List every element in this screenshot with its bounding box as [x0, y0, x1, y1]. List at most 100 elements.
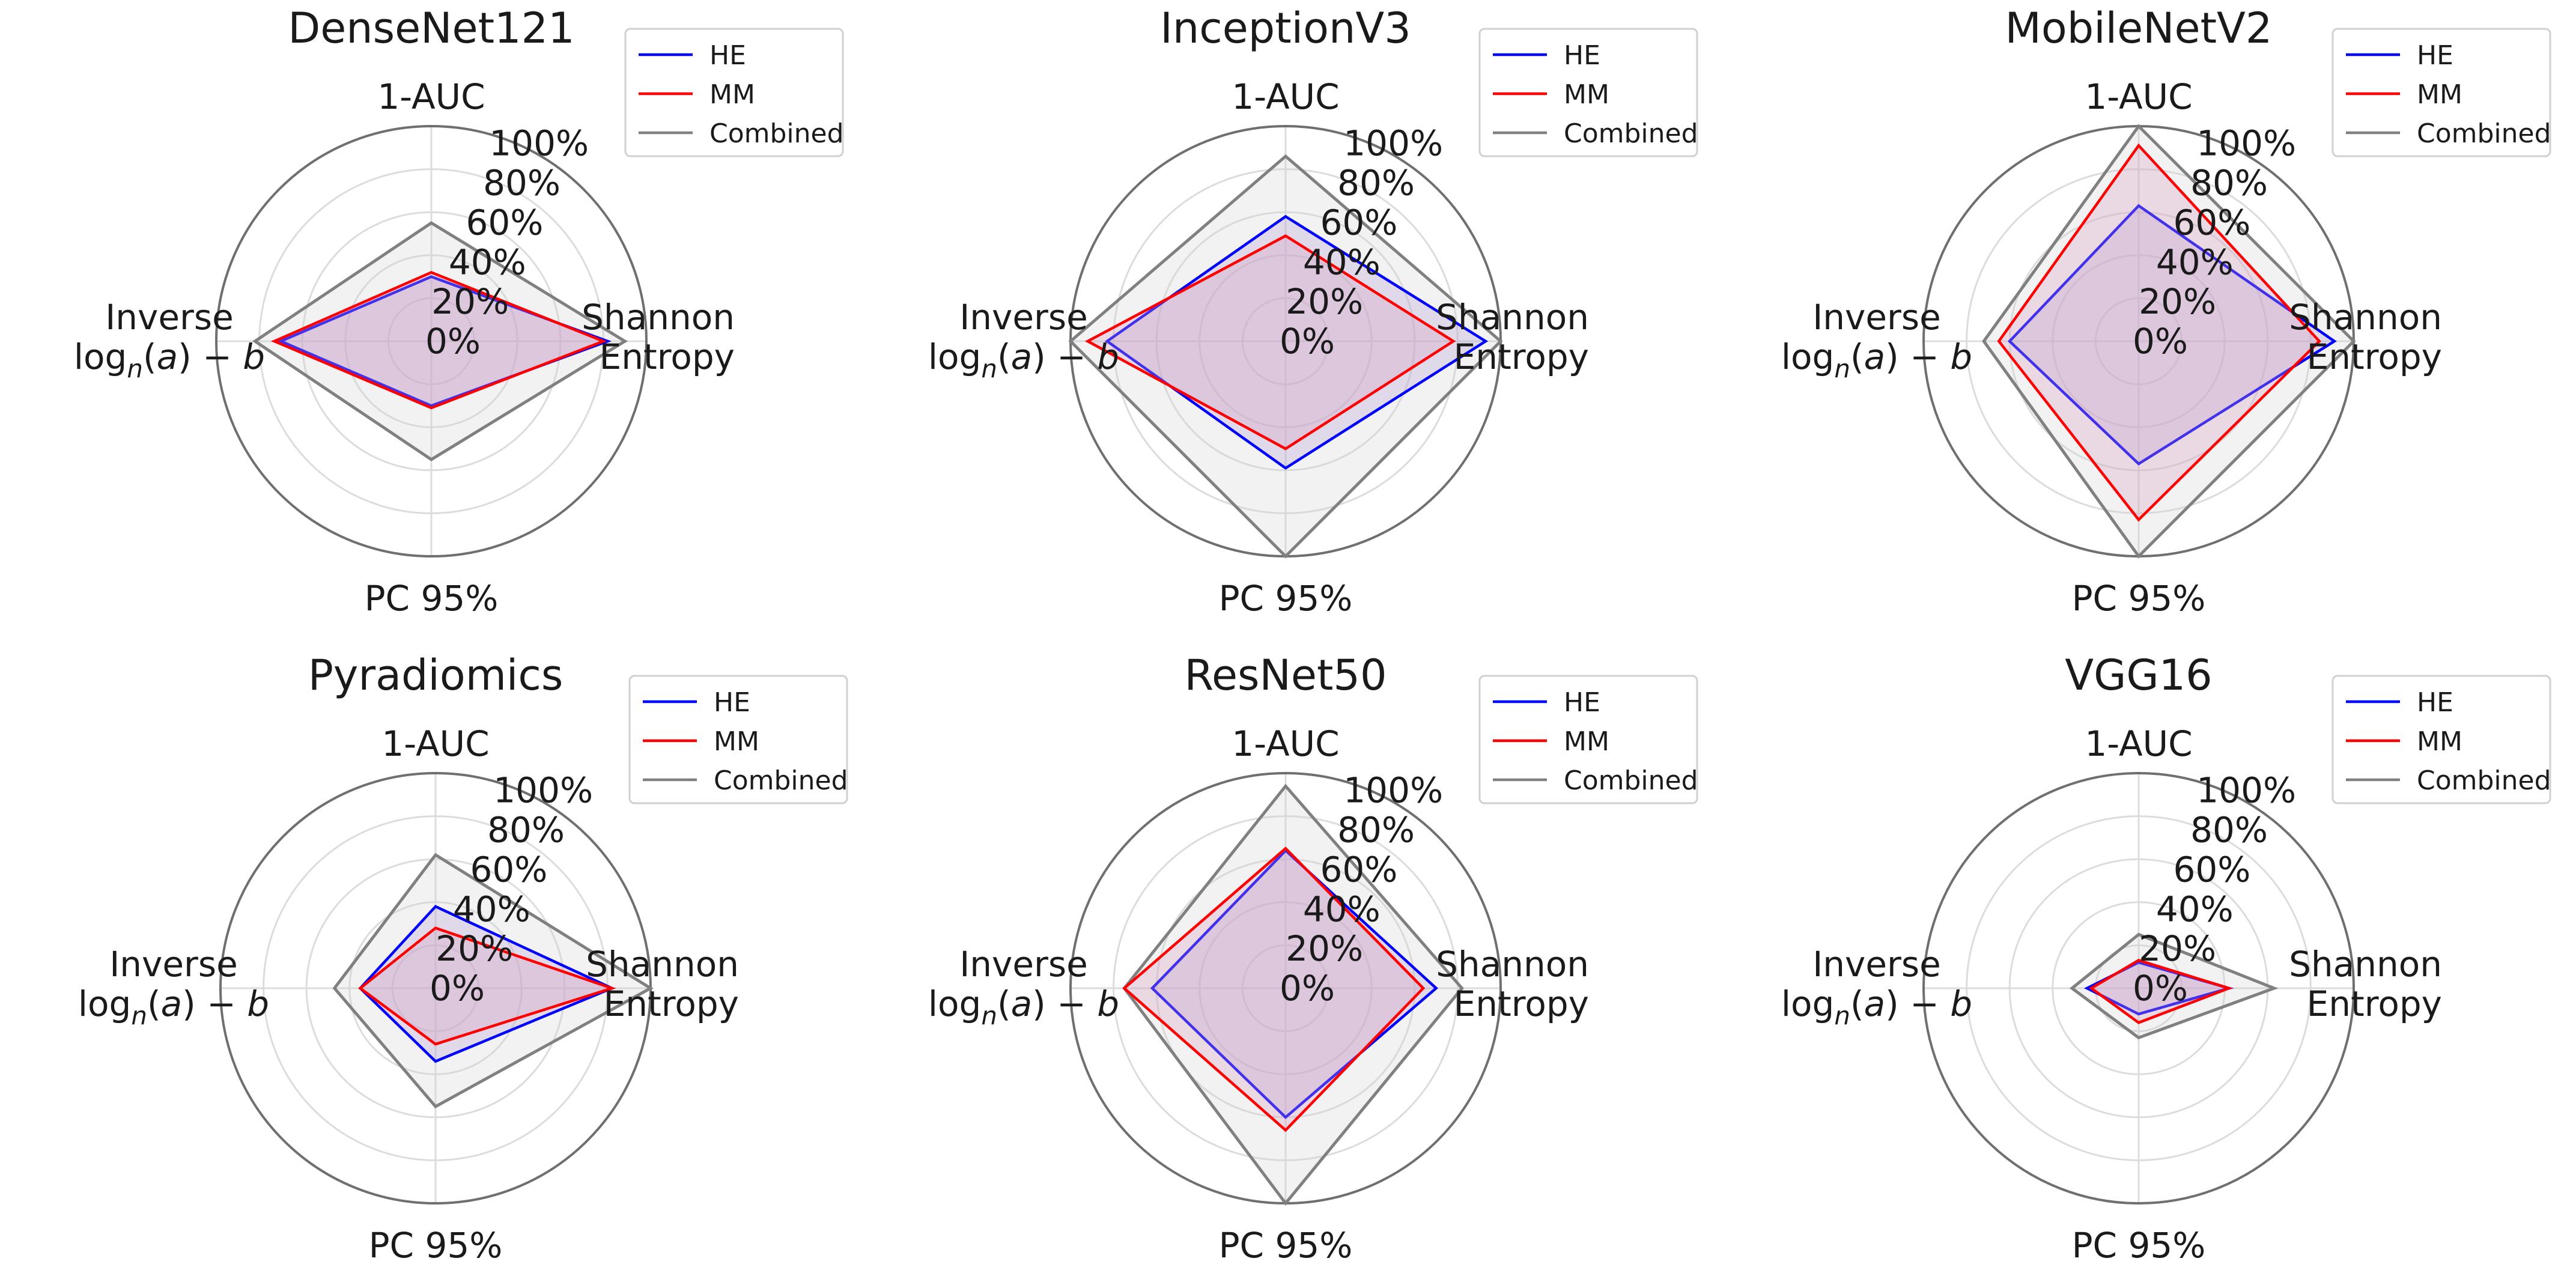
radial-tick-label: 80%: [2190, 163, 2268, 204]
radial-tick-label: 100%: [1343, 770, 1443, 811]
radial-tick-label: 100%: [1343, 123, 1443, 164]
data-point-he-0: [1285, 216, 1286, 217]
data-point-mm-2: [2138, 1022, 2139, 1024]
data-point-mm-1: [611, 988, 613, 989]
radial-tick-label: 80%: [483, 163, 560, 204]
chart-title: InceptionV3: [1160, 4, 1411, 53]
data-point-mm-0: [1285, 848, 1286, 849]
chart-title: Pyradiomics: [308, 651, 564, 700]
radar-panel-inceptionv3: 0%20%40%60%80%100% InceptionV3 1-AUC Shanno…: [928, 4, 1698, 619]
axis-label-shannon-entropy: Shannon Entropy: [586, 944, 739, 1024]
data-point-he-1: [1435, 988, 1437, 989]
axis-label-1-auc: 1-AUC: [2085, 76, 2192, 117]
data-point-mm-0: [2138, 145, 2139, 147]
legend: HE MM Combined: [624, 28, 844, 157]
data-point-he-2: [2138, 1013, 2139, 1015]
data-point-he-0: [2138, 962, 2139, 964]
data-point-mm-2: [431, 407, 432, 409]
axis-label-1-auc: 1-AUC: [381, 723, 489, 764]
axis-label-pc-95: PC 95%: [369, 1225, 503, 1266]
legend: HE MM Combined: [1478, 28, 1698, 157]
legend: HE MM Combined: [2331, 28, 2551, 157]
data-point-he-2: [1285, 467, 1286, 469]
data-point-combined-2: [1285, 556, 1286, 557]
chart-title: ResNet50: [1185, 651, 1387, 700]
data-point-he-3: [2086, 988, 2088, 989]
outer-ring: [215, 125, 648, 557]
radial-tick-label: 60%: [2173, 202, 2250, 243]
legend-label-mm: MM: [2417, 726, 2462, 757]
axis-label-pc-95: PC 95%: [2072, 578, 2206, 619]
radial-tick-label: 0%: [425, 321, 481, 362]
axis-label-1-auc: 1-AUC: [1232, 723, 1339, 764]
data-point-combined-1: [624, 341, 626, 342]
radial-tick-label: 0%: [2133, 968, 2188, 1009]
legend-label-he: HE: [2417, 40, 2453, 71]
legend-label-combined: Combined: [714, 765, 848, 796]
data-point-mm-0: [431, 272, 432, 273]
data-point-mm-3: [2091, 988, 2092, 989]
data-point-combined-2: [2138, 1037, 2139, 1039]
radial-tick-label: 20%: [1286, 281, 1363, 322]
radial-tick-label: 60%: [466, 202, 543, 243]
data-point-mm-2: [1285, 448, 1286, 449]
radial-tick-label: 80%: [2190, 810, 2268, 851]
axis-label-inverse-log: Inverse logn(a) − b: [78, 944, 269, 1030]
legend-label-mm: MM: [1564, 79, 1609, 110]
axis-label-1-auc: 1-AUC: [1232, 76, 1339, 117]
legend-label-combined: Combined: [2417, 118, 2551, 149]
data-point-combined-3: [1983, 341, 1985, 342]
data-point-he-3: [2009, 341, 2011, 342]
legend-label-he: HE: [1564, 687, 1600, 718]
axis-label-1-auc: 1-AUC: [377, 76, 485, 117]
radial-tick-label: 100%: [2196, 770, 2296, 811]
data-point-mm-0: [2138, 959, 2139, 961]
data-point-he-1: [1484, 341, 1486, 342]
radial-tick-label: 20%: [2139, 928, 2216, 969]
data-point-mm-1: [1453, 341, 1454, 342]
legend-label-mm: MM: [2417, 79, 2462, 110]
data-point-he-0: [431, 276, 432, 278]
axis-label-inverse-log: Inverse logn(a) − b: [1781, 297, 1972, 383]
radial-tick-label: 40%: [449, 242, 526, 282]
axis-label-pc-95: PC 95%: [2072, 1225, 2206, 1266]
radial-tick-label: 60%: [1320, 202, 1397, 243]
legend-box: [2331, 28, 2551, 157]
radial-tick-label: 40%: [453, 889, 530, 929]
axis-label-pc-95: PC 95%: [365, 578, 499, 619]
data-point-combined-3: [2071, 988, 2073, 989]
data-point-combined-2: [1285, 1203, 1286, 1204]
axis-label-inverse-log: Inverse logn(a) − b: [928, 944, 1119, 1030]
data-point-he-0: [435, 905, 436, 907]
radial-tick-label: 0%: [430, 968, 485, 1009]
data-point-he-2: [435, 1060, 436, 1062]
radial-tick-label: 20%: [431, 281, 509, 322]
axis-label-inverse-log: Inverse logn(a) − b: [928, 297, 1119, 383]
data-point-mm-1: [2318, 341, 2320, 342]
axis-label-pc-95: PC 95%: [1219, 1225, 1353, 1266]
radial-tick-label: 0%: [1280, 321, 1335, 362]
radial-tick-label: 80%: [1337, 810, 1415, 851]
radial-tick-label: 40%: [2156, 242, 2234, 282]
axis-label-inverse-log: Inverse logn(a) − b: [74, 297, 265, 383]
data-point-combined-0: [431, 222, 432, 224]
data-point-he-3: [280, 341, 282, 342]
axis-label-1-auc: 1-AUC: [2085, 723, 2192, 764]
chart-title: VGG16: [2065, 651, 2212, 700]
chart-title: DenseNet121: [288, 4, 574, 53]
radar-panel-mobilenetv2: 0%20%40%60%80%100% MobileNetV2 1-AUC Shanno…: [1781, 4, 2551, 619]
data-point-combined-3: [333, 988, 335, 989]
radial-tick-label: 0%: [2133, 321, 2188, 362]
data-point-combined-2: [2138, 556, 2139, 557]
data-point-combined-1: [2273, 988, 2275, 989]
radial-tick-label: 40%: [1303, 889, 1381, 929]
legend-label-he: HE: [1564, 40, 1600, 71]
data-point-mm-0: [435, 927, 436, 929]
axis-label-shannon-entropy: Shannon Entropy: [1436, 297, 1589, 377]
data-point-combined-0: [435, 854, 436, 856]
radar-panel-densenet121: 0%20%40%60%80%100% DenseNet121 1-AUC Shanno…: [74, 4, 844, 619]
radial-tick-label: 20%: [2139, 281, 2216, 322]
radial-tick-label: 0%: [1280, 968, 1335, 1009]
legend-label-mm: MM: [1564, 726, 1609, 757]
